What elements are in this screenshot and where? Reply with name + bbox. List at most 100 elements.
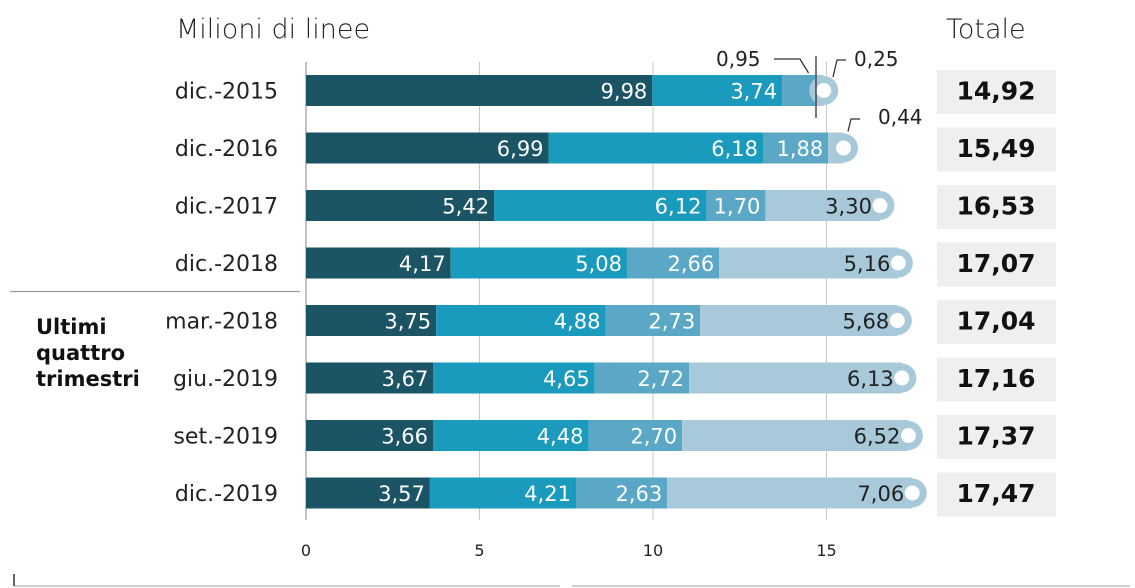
bar-segment	[652, 75, 783, 106]
segment-label: 2,66	[668, 252, 715, 276]
total-box	[937, 415, 1056, 459]
category-label: dic.-2018	[175, 252, 278, 277]
total-value: 17,47	[956, 479, 1035, 508]
x-axis-ticks: 0 5 10 15	[301, 541, 837, 560]
segment-label: 4,65	[543, 367, 590, 391]
segment-label: 3,67	[382, 367, 429, 391]
totals-column: 14,92 15,49 16,53 17,07 17,04 17,16 17,37 17,47	[937, 70, 1056, 517]
bar-segment	[433, 362, 595, 394]
bar-segment	[306, 190, 495, 221]
segment-label: 5,16	[844, 252, 891, 276]
total-box	[937, 185, 1056, 229]
x-tick-label: 0	[301, 541, 311, 560]
segment-labels: 9,98 3,74 6,99 6,18 1,88 5,42 6,12 1,70 3,30 4,17…	[378, 80, 904, 507]
category-label: dic.-2019	[175, 482, 278, 507]
segment-label: 3,30	[825, 195, 872, 219]
footer-decoration	[13, 574, 1130, 587]
bar-segment	[548, 132, 763, 164]
segment-label: 5,42	[442, 195, 489, 219]
segment-label: 3,75	[384, 310, 431, 334]
segment-label: 9,98	[601, 80, 648, 104]
bar-segment	[433, 420, 589, 451]
bar-end-marker	[890, 255, 906, 271]
bar-segment	[436, 305, 606, 336]
segment-label: 2,70	[630, 425, 677, 449]
bar-segment	[306, 247, 451, 279]
bar-segment	[667, 477, 913, 509]
category-label: mar.-2018	[165, 310, 278, 335]
bar-segment	[594, 362, 690, 394]
bar-segment	[306, 75, 653, 106]
total-box	[937, 242, 1056, 287]
total-value: 15,49	[956, 134, 1035, 163]
x-tick-label: 10	[643, 541, 663, 560]
bar-segment	[306, 477, 430, 509]
callout-label: 0,44	[878, 105, 923, 129]
category-labels: dic.-2015 dic.-2016 dic.-2017 dic.-2018 mar.…	[165, 80, 278, 508]
category-label: dic.-2016	[175, 137, 278, 162]
segment-label: 1,70	[714, 195, 761, 219]
bar-segment	[605, 305, 701, 336]
bar-segment	[700, 305, 898, 336]
total-box	[937, 357, 1056, 402]
total-value: 16,53	[956, 192, 1035, 221]
x-tick-label: 15	[816, 541, 836, 560]
category-label: giu.-2019	[173, 367, 278, 392]
callout-leader	[832, 59, 846, 78]
segment-label: 4,17	[399, 252, 446, 276]
callout-label: 0,25	[854, 47, 899, 71]
group-label-line: trimestri	[36, 367, 140, 391]
segment-label: 3,57	[378, 482, 425, 506]
total-value: 17,07	[956, 249, 1035, 278]
bar-end-marker	[900, 428, 916, 443]
category-label: dic.-2017	[175, 195, 278, 220]
callout-leader	[774, 58, 810, 74]
x-tick-label: 5	[474, 541, 484, 560]
segment-label: 4,88	[554, 310, 601, 334]
bar-segment	[575, 477, 668, 509]
bar-segment	[494, 190, 707, 221]
bar-segment	[450, 247, 627, 279]
total-box	[937, 472, 1056, 517]
total-header: Totale	[946, 14, 1026, 45]
bar-end-marker	[816, 83, 832, 98]
total-box	[937, 300, 1056, 344]
bar-segment	[588, 420, 683, 451]
gridlines	[305, 62, 827, 520]
segment-label: 4,21	[524, 482, 571, 506]
segment-label: 2,73	[648, 310, 695, 334]
total-value: 14,92	[956, 77, 1035, 106]
segment-label: 6,13	[847, 367, 894, 391]
segment-label: 2,63	[615, 482, 662, 506]
group-label-line: quattro	[36, 341, 125, 365]
total-value: 17,16	[956, 364, 1035, 393]
bar-end-marker	[872, 198, 888, 213]
segment-label: 6,18	[711, 137, 758, 161]
segment-label: 5,08	[575, 252, 622, 276]
bar-segment	[706, 190, 766, 221]
segment-label: 4,48	[537, 425, 584, 449]
segment-label: 7,06	[857, 482, 904, 506]
category-label: set.-2019	[173, 425, 278, 450]
segment-label: 6,99	[497, 137, 544, 161]
total-value: 17,04	[956, 307, 1035, 336]
bar-end-marker	[894, 370, 910, 386]
total-value: 17,37	[956, 422, 1035, 451]
bar-segment	[429, 477, 576, 509]
bar-end-marker	[889, 313, 905, 328]
bar-segment	[762, 132, 829, 164]
bars	[306, 75, 927, 509]
bar-end-marker	[904, 485, 920, 501]
group-label-line: Ultimi	[36, 315, 107, 339]
segment-label: 3,66	[381, 425, 428, 449]
callout-annotations: 0,95 0,25 0,44	[716, 47, 923, 132]
bar-end-marker	[836, 140, 852, 156]
segment-label: 6,52	[854, 425, 901, 449]
category-label: dic.-2015	[175, 80, 278, 105]
total-box	[937, 127, 1056, 172]
segment-label: 1,88	[776, 137, 823, 161]
total-box	[937, 70, 1056, 114]
bar-segment	[765, 190, 880, 221]
callout-label: 0,95	[716, 47, 761, 71]
